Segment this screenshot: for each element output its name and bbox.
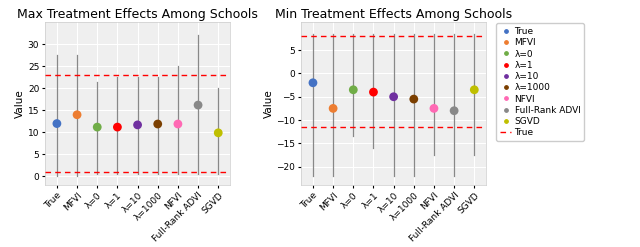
Point (429, 106, 439, 110)
Point (152, 122, 163, 126)
Point (132, 123, 143, 127)
Point (173, 122, 183, 126)
Point (213, 131, 223, 135)
Point (328, 106, 339, 110)
Point (52, 122, 62, 125)
Point (409, 97, 419, 101)
Point (369, 90, 379, 94)
Legend: True, MFVI, λ=0, λ=1, λ=10, λ=1000, NFVI, Full-Rank ADVI, SGVD, True: True, MFVI, λ=0, λ=1, λ=10, λ=1000, NFVI… (497, 23, 584, 141)
Point (388, 95, 399, 99)
Point (72, 113, 82, 117)
Point (193, 103, 203, 107)
Point (469, 88, 479, 92)
Y-axis label: Value: Value (15, 89, 25, 118)
Title: Min Treatment Effects Among Schools: Min Treatment Effects Among Schools (275, 8, 512, 21)
Point (308, 81, 318, 85)
Point (112, 125, 122, 129)
Point (348, 88, 358, 92)
Title: Max Treatment Effects Among Schools: Max Treatment Effects Among Schools (17, 8, 258, 21)
Point (92, 125, 102, 129)
Point (449, 109, 460, 113)
Y-axis label: Value: Value (264, 89, 273, 118)
